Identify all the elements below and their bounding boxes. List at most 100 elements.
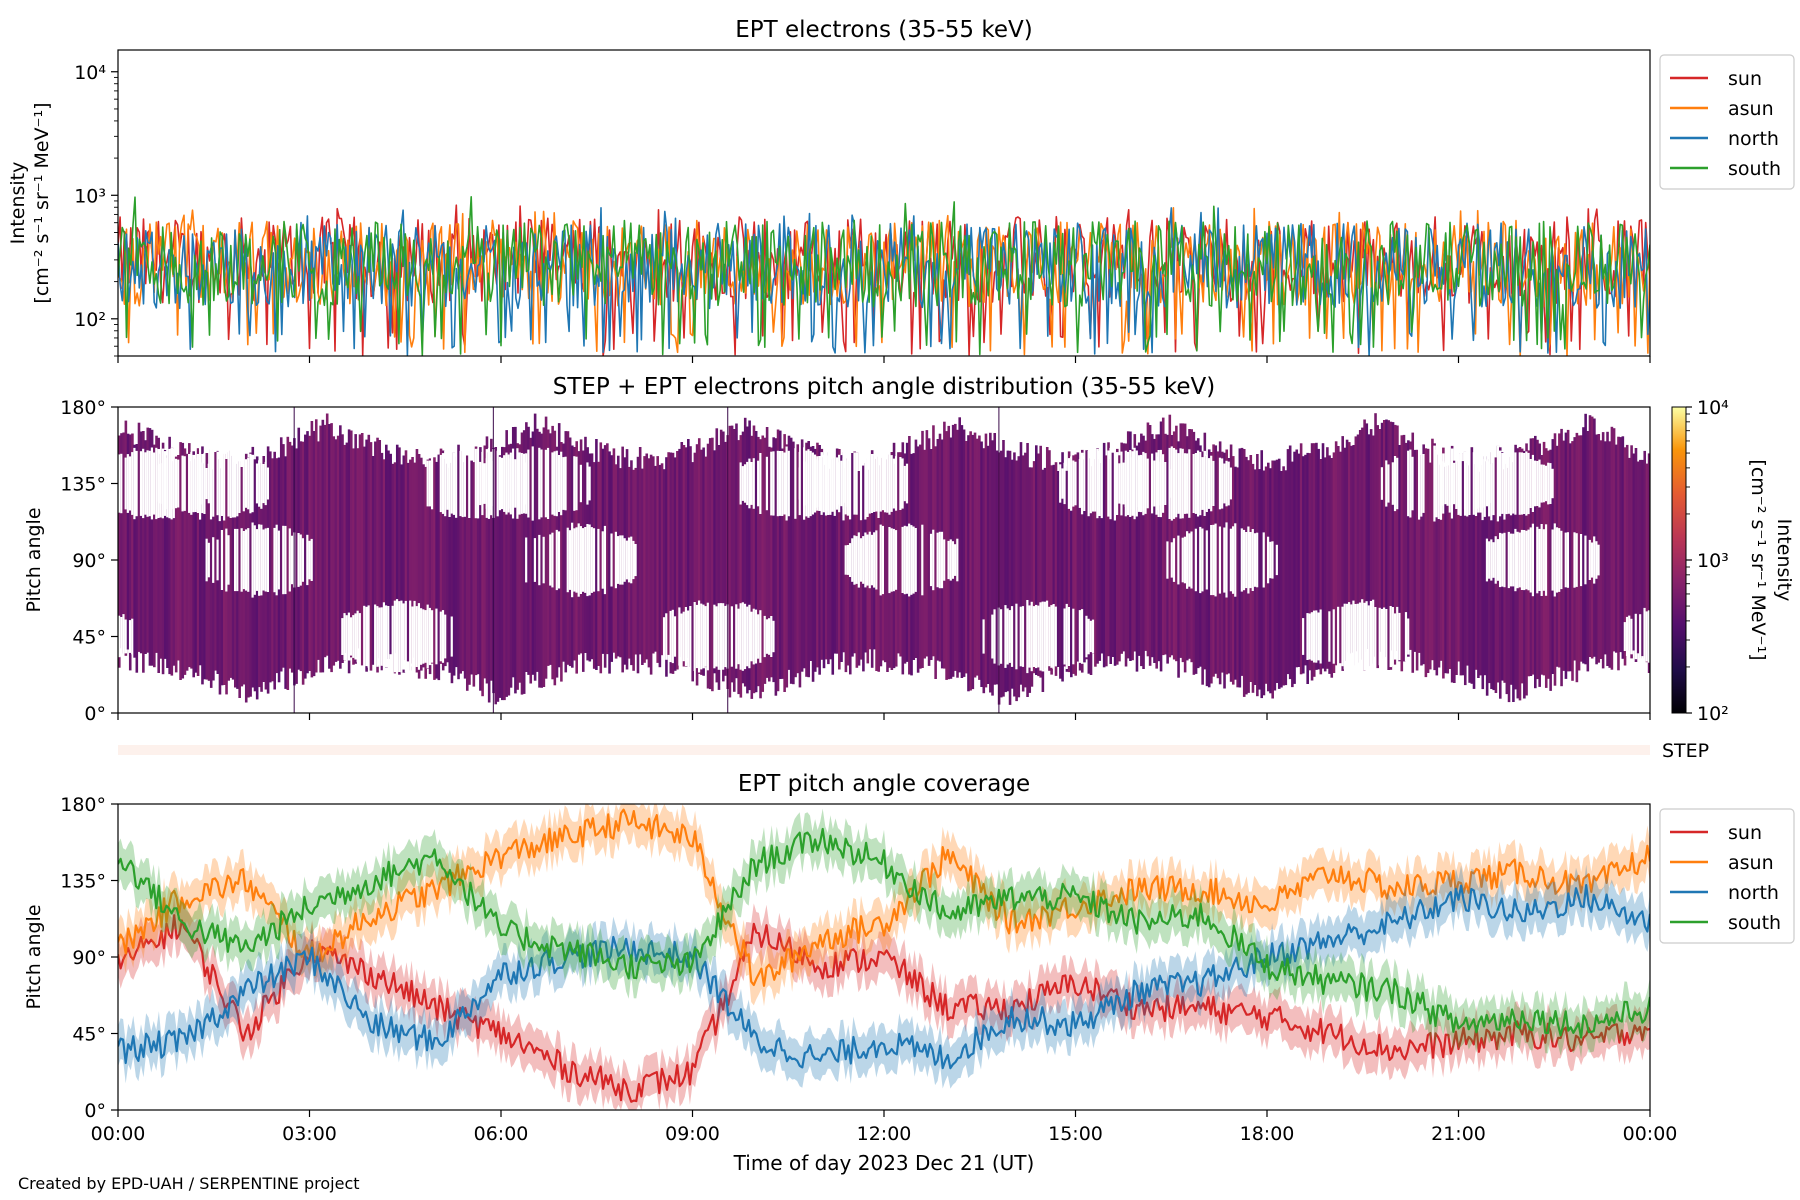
heatmap-gap xyxy=(177,459,180,508)
heatmap-column xyxy=(380,452,384,671)
heatmap-column xyxy=(673,457,677,671)
heatmap-gap xyxy=(1070,456,1073,511)
heatmap-gap xyxy=(1096,448,1099,519)
heatmap-column xyxy=(792,441,795,685)
heatmap-gap xyxy=(1367,605,1371,668)
heatmap-gap xyxy=(678,607,681,666)
heatmap-gap xyxy=(1560,530,1563,590)
heatmap-column xyxy=(1045,447,1049,668)
heatmap-gap xyxy=(1172,448,1176,519)
x-tick-label: 12:00 xyxy=(857,1123,912,1145)
heatmap-column xyxy=(520,432,524,695)
heatmap-gap xyxy=(610,533,614,587)
heatmap-column xyxy=(1306,452,1309,684)
heatmap-gap xyxy=(857,532,861,588)
heatmap-column xyxy=(757,436,760,687)
heatmap-column xyxy=(509,443,513,688)
heatmap-gap xyxy=(1564,532,1568,588)
x-tick-label: 21:00 xyxy=(1431,1123,1486,1145)
heatmap-column xyxy=(177,455,180,661)
y-tick-label: 90° xyxy=(72,947,106,969)
heatmap-gap xyxy=(929,533,933,587)
heatmap-gap xyxy=(498,456,502,511)
heatmap-gap xyxy=(864,532,867,588)
heatmap-gap xyxy=(514,459,517,508)
heatmap-column xyxy=(341,434,344,663)
heatmap-gap xyxy=(181,455,185,512)
heatmap-gap xyxy=(1218,526,1222,594)
heatmap-gap xyxy=(803,461,806,506)
heatmap-column xyxy=(916,446,920,673)
heatmap-gap xyxy=(1623,622,1627,651)
heatmap-gap xyxy=(579,526,583,594)
heatmap-gap xyxy=(170,447,174,520)
heatmap-column xyxy=(728,425,732,698)
panel1-x-ticks xyxy=(117,356,1651,363)
heatmap-gap xyxy=(385,605,388,668)
heatmap-column xyxy=(713,450,716,674)
heatmap-gap xyxy=(1170,446,1174,521)
heatmap-column xyxy=(168,436,171,675)
heatmap-gap xyxy=(290,535,294,585)
heatmap-gap xyxy=(805,461,808,506)
heatmap-gap xyxy=(899,457,902,510)
heatmap-gap xyxy=(1131,457,1134,510)
heatmap-gap xyxy=(851,538,854,582)
heatmap-gap xyxy=(586,462,589,505)
heatmap-column xyxy=(1389,421,1393,670)
heatmap-gap xyxy=(1483,450,1487,517)
heatmap-column xyxy=(393,462,397,674)
heatmap-gap xyxy=(1490,539,1493,581)
heatmap-gap xyxy=(840,460,843,507)
heatmap-gap xyxy=(1137,459,1141,508)
heatmap-column xyxy=(1021,455,1025,692)
heatmap-column xyxy=(704,456,708,668)
heatmap-gap xyxy=(1509,533,1513,587)
heatmap-column xyxy=(1459,453,1463,676)
heatmap-gap xyxy=(908,523,911,597)
heatmap-gap xyxy=(277,530,281,590)
heatmap-gap xyxy=(1501,453,1504,514)
heatmap-gap xyxy=(717,603,721,670)
heatmap-column xyxy=(1428,462,1432,670)
heatmap-gap xyxy=(1551,529,1555,591)
heatmap-gap xyxy=(1523,530,1526,591)
panel1-ylabel: Intensity xyxy=(7,162,29,245)
heatmap-column xyxy=(980,441,983,687)
heatmap-column xyxy=(1140,433,1143,667)
series-south-line xyxy=(118,827,1650,1039)
heatmap-gap xyxy=(356,610,360,663)
heatmap-column xyxy=(385,444,388,668)
heatmap-gap xyxy=(273,527,276,593)
heatmap-column xyxy=(166,455,169,668)
heatmap-column xyxy=(562,443,565,662)
heatmap-column xyxy=(1050,465,1053,675)
heatmap-column xyxy=(1074,454,1077,676)
heatmap-gap xyxy=(1100,448,1104,519)
heatmap-gap xyxy=(1308,613,1312,660)
heatmap-column xyxy=(1096,448,1099,664)
heatmap-gap xyxy=(387,606,390,667)
heatmap-column xyxy=(1326,447,1329,669)
heatmap-column xyxy=(989,432,992,693)
heatmap-gap xyxy=(1523,453,1526,514)
panel1-legend: sun asun north south xyxy=(1659,54,1795,190)
y-tick-label: 135° xyxy=(60,871,106,893)
heatmap-column xyxy=(827,452,830,665)
heatmap-column xyxy=(700,449,703,675)
heatmap-gap xyxy=(873,532,876,588)
heatmap-column xyxy=(1599,440,1603,659)
heatmap-gap xyxy=(616,536,620,584)
heatmap-gap xyxy=(722,603,725,670)
heatmap-gap xyxy=(144,452,147,515)
heatmap-gap xyxy=(1479,454,1482,513)
heatmap-column xyxy=(328,424,331,669)
heatmap-gap xyxy=(1091,619,1095,654)
heatmap-gap xyxy=(1126,451,1130,516)
heatmap-gap xyxy=(487,460,491,507)
heatmap-gap xyxy=(1385,609,1388,664)
heatmap-gap xyxy=(426,604,430,669)
heatmap-gap xyxy=(150,447,154,520)
heatmap-gap xyxy=(542,536,546,584)
heatmap-gap xyxy=(1529,527,1533,593)
